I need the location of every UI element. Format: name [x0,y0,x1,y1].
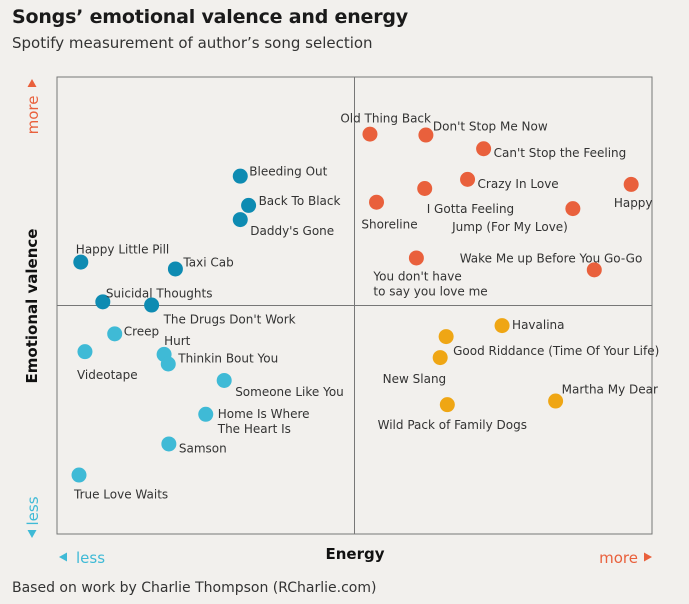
point-label: Someone Like You [235,385,344,399]
point-label: Good Riddance (Time Of Your Life) [453,344,659,358]
point-dot [417,181,433,197]
point-label: Happy [614,196,653,210]
chart-title: Songs’ emotional valence and energy [12,6,408,28]
point-label: Daddy's Gone [250,224,334,238]
point-dot [77,344,93,360]
point-label: Wild Pack of Family Dogs [378,418,527,432]
y-less-arrow-icon [27,530,37,538]
point-dot [144,297,160,313]
point-dot [623,176,639,192]
x-less-label: less [76,549,105,567]
point-dot [95,294,111,310]
point-label: The Drugs Don't Work [163,313,296,327]
point-label: New Slang [383,372,447,386]
point-dot [161,436,177,452]
chart-footer: Based on work by Charlie Thompson (RChar… [12,580,377,596]
x-less-arrow-icon [59,552,67,562]
point-dot [71,467,87,483]
point-label: Crazy In Love [478,177,559,191]
point-dot [432,350,448,366]
point-dot [476,141,492,157]
point-label: Havalina [512,318,564,332]
point-dot [160,356,176,372]
point-dot [167,261,183,277]
point-label: Back To Black [259,194,341,208]
point-dot [548,393,564,409]
point-dot [418,127,434,143]
point-label: I Gotta Feeling [427,202,514,216]
x-more-label: more [599,549,638,567]
point-label: The Heart Is [217,422,291,436]
point-dot [439,397,455,413]
point-dot [369,194,385,210]
chart-subtitle: Spotify measurement of author’s song sel… [12,34,373,52]
point-label: Suicidal Thoughts [106,286,213,300]
point-dot [586,262,602,278]
point-dot [198,406,214,422]
point-label: Home Is Where [218,407,310,421]
point-label: to say you love me [373,284,487,298]
point-dot [73,254,89,270]
point-dot [241,197,257,213]
y-more-label: more [24,96,42,135]
point-label: Samson [179,441,227,455]
point-label: Wake Me up Before You Go-Go [460,251,643,265]
point-dot [232,168,248,184]
point-label: Hurt [164,334,191,348]
point-dot [107,326,123,342]
point-dot [494,318,510,334]
y-more-arrow-icon [27,79,37,87]
point-label: Bleeding Out [249,165,327,179]
point-dot [362,126,378,142]
point-label: Shoreline [361,218,417,232]
point-label: Martha My Dear [562,383,658,397]
point-dot [460,171,476,187]
point-label: Can't Stop the Feeling [494,146,627,160]
x-axis-title: Energy [325,545,384,563]
point-label: Happy Little Pill [76,243,169,257]
point-dot [438,329,454,345]
point-dot [565,201,581,217]
point-label: Videotape [77,368,138,382]
point-label: Jump (For My Love) [451,220,568,234]
y-less-label: less [24,496,42,525]
point-dot [408,250,424,266]
point-label: Don't Stop Me Now [433,120,548,134]
point-dot [216,372,232,388]
point-label: Creep [124,324,159,338]
point-dot [232,212,248,228]
point-label: True Love Waits [73,488,168,502]
point-label: Old Thing Back [340,112,431,126]
point-label: You don't have [372,269,461,283]
y-axis-title: Emotional valence [23,229,41,384]
point-label: Taxi Cab [182,255,233,269]
point-label: Thinkin Bout You [177,351,278,365]
x-more-arrow-icon [644,552,652,562]
